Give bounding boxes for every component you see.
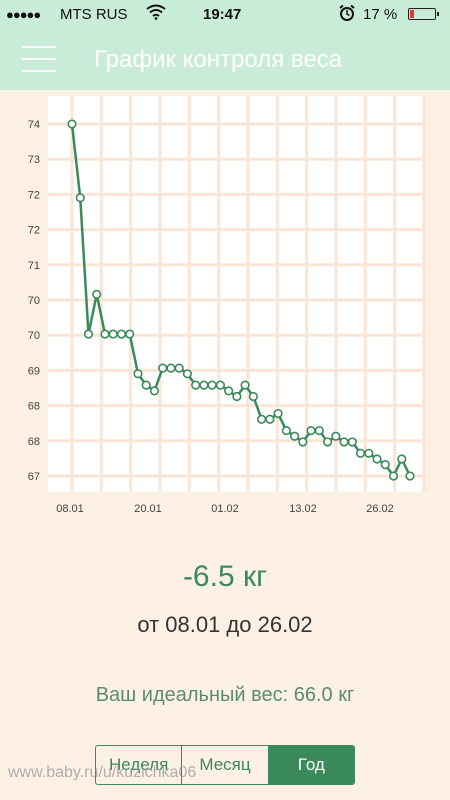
y-tick-label: 72	[28, 189, 40, 201]
data-point	[92, 289, 102, 299]
y-tick-label: 70	[28, 295, 40, 307]
data-point	[347, 437, 357, 447]
data-point	[191, 380, 201, 390]
y-tick-label: 69	[28, 365, 40, 377]
data-point	[281, 425, 291, 436]
y-tick-label: 74	[28, 119, 40, 131]
x-axis-ticks: 08.01 20.01 01.02 13.02 26.02	[56, 503, 394, 515]
data-point	[265, 414, 275, 424]
data-point	[380, 460, 390, 470]
y-tick-label: 67	[28, 471, 40, 483]
data-point	[182, 369, 193, 379]
y-tick-label: 72	[28, 225, 40, 237]
data-point	[331, 431, 341, 441]
data-point	[125, 329, 135, 339]
data-point	[388, 471, 399, 481]
y-tick-label: 68	[28, 436, 40, 448]
x-tick-label: 26.02	[366, 503, 394, 515]
data-point	[314, 425, 324, 436]
data-point	[232, 391, 242, 402]
signal-dots-icon: ●●●●●	[6, 7, 41, 22]
data-point	[273, 408, 283, 419]
x-tick-label: 01.02	[211, 503, 239, 515]
period-month-button[interactable]: Месяц	[182, 746, 269, 784]
chart-plot-area	[48, 96, 422, 492]
data-point	[248, 391, 258, 402]
data-point	[75, 193, 85, 203]
period-week-button[interactable]: Неделя	[96, 746, 183, 784]
period-year-button[interactable]: Год	[268, 746, 354, 784]
x-tick-label: 20.01	[134, 503, 162, 515]
data-point	[257, 414, 267, 424]
y-tick-label: 71	[28, 260, 40, 272]
data-point	[67, 119, 77, 129]
data-point	[207, 380, 217, 390]
data-point	[83, 329, 94, 339]
data-point	[108, 329, 118, 339]
page-title: График контроля веса	[94, 46, 343, 73]
app-header: График контроля веса	[0, 30, 450, 90]
battery-percent: 17 %	[363, 6, 398, 23]
data-point	[166, 363, 176, 373]
data-point	[405, 471, 415, 481]
data-point	[149, 386, 160, 396]
data-point	[174, 363, 184, 373]
data-point	[100, 329, 110, 339]
ideal-weight-label: Ваш идеальный вес: 66.0 кг	[95, 684, 355, 706]
data-point	[355, 448, 366, 458]
data-point	[116, 329, 127, 339]
x-tick-label: 13.02	[289, 503, 317, 515]
data-point	[397, 454, 407, 464]
carrier-name: MTS RUS	[60, 6, 128, 23]
watermark: www.baby.ru/u/kuzichka06	[8, 764, 197, 781]
data-point	[158, 363, 168, 373]
y-tick-label: 70	[28, 330, 40, 342]
status-bar: ●●●●● MTS RUS 19:47 17 %	[0, 0, 450, 30]
data-point	[322, 437, 333, 447]
weight-data-points	[67, 119, 415, 481]
weight-line-chart: 74 73 72 72 71 70 70 69 68 68 67 08.01 20.01 01.02 13…	[28, 96, 426, 515]
weight-change-value: -6.5 кг	[182, 560, 268, 593]
data-point	[298, 437, 308, 447]
alarm-clock-icon	[338, 4, 356, 26]
data-point	[364, 448, 374, 458]
data-point	[224, 386, 234, 396]
battery-low-icon	[408, 8, 439, 20]
date-range-label: от 08.01 до 26.02	[137, 612, 313, 637]
hamburger-menu-icon[interactable]	[20, 40, 58, 78]
y-tick-label: 73	[28, 154, 40, 166]
status-time: 19:47	[203, 6, 242, 23]
period-selector: Неделя Месяц Год	[95, 745, 355, 785]
data-point	[141, 380, 151, 390]
y-tick-label: 68	[28, 401, 40, 413]
wifi-icon	[146, 4, 166, 24]
data-point	[215, 380, 225, 390]
x-tick-label: 08.01	[56, 503, 84, 515]
data-point	[199, 380, 209, 390]
data-point	[133, 369, 143, 379]
data-point	[339, 437, 349, 447]
data-point	[240, 380, 250, 390]
data-point	[289, 431, 300, 441]
y-axis-ticks: 74 73 72 72 71 70 70 69 68 68 67	[28, 119, 40, 483]
data-point	[306, 425, 316, 436]
chart-grid	[48, 96, 426, 492]
data-point	[372, 454, 382, 464]
